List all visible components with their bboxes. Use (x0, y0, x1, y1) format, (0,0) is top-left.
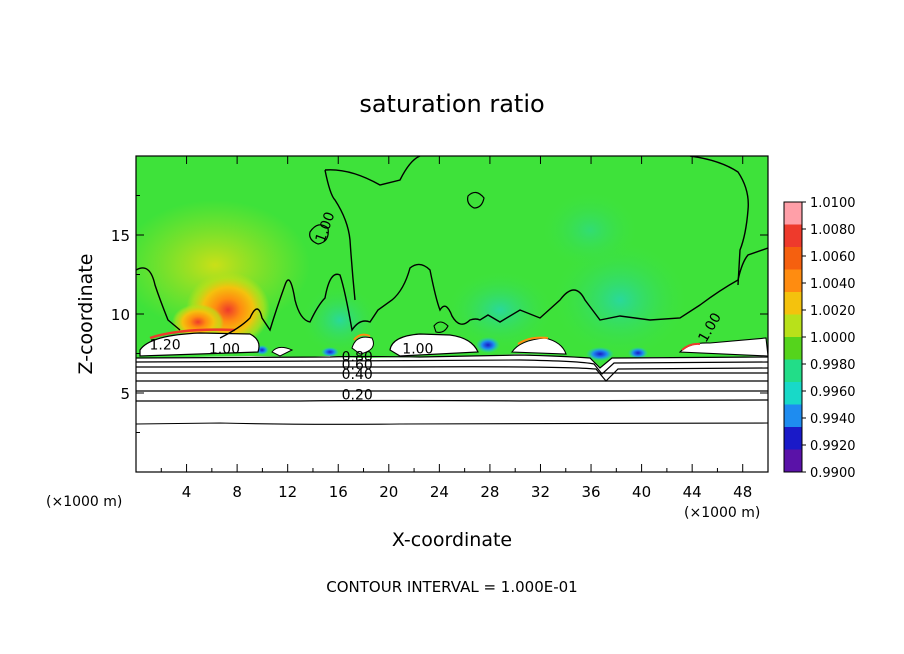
subsaturated-haze-4 (540, 190, 640, 270)
colorbar-label: 0.9900 (810, 466, 856, 481)
colorbar: 1.0100 1.0080 1.0060 1.0040 1.0020 1.0000 0.99… (783, 196, 856, 481)
contour-band-8 (136, 422, 768, 425)
x-tick-label: 20 (379, 483, 398, 501)
subsaturated-haze-3 (550, 240, 690, 360)
colorbar-swatch (784, 427, 802, 450)
colorbar-label: 1.0000 (810, 331, 856, 346)
contour-label: 0.60 (342, 357, 373, 373)
colorbar-label: 1.0020 (810, 304, 856, 319)
colorbar-swatch (784, 269, 802, 293)
colorbar-label: 1.0040 (810, 277, 856, 292)
y-tick-label: 10 (111, 306, 130, 324)
subsaturated-haze-2 (445, 270, 555, 350)
colorbar-label: 0.9960 (810, 385, 856, 400)
contour-loop-2 (467, 191, 485, 209)
y-axis: 5 10 15 (111, 195, 768, 433)
colorbar-swatch (784, 382, 802, 405)
cloud-patch-6 (351, 336, 374, 355)
contour-band-7 (136, 399, 768, 402)
x-tick-label: 44 (683, 483, 702, 501)
contour-label: 1.00 (402, 342, 433, 358)
y-tick-label: 15 (111, 227, 130, 245)
blue-pocket-1 (476, 337, 500, 353)
saturation-field: 1.20 1.001.001.000.800.600.400.201.00 (136, 156, 768, 472)
y-tick-label: 5 (120, 385, 130, 403)
contour-label: 1.20 (149, 338, 180, 354)
blue-pocket-2 (586, 347, 614, 361)
blue-pocket-4 (321, 347, 339, 357)
colorbar-swatch (784, 314, 802, 338)
x-axis: 4 8 12 16 20 24 28 32 36 40 44 48 (160, 156, 752, 501)
x-tick-label: 48 (733, 483, 752, 501)
cloud-patch-1 (139, 332, 260, 357)
contour-label: 0.40 (342, 367, 373, 383)
contour-line-upper (136, 247, 768, 339)
contour-band-1 (136, 354, 768, 369)
colorbar-swatch (784, 337, 802, 360)
colorbar-label: 0.9980 (810, 358, 856, 373)
x-tick-label: 32 (531, 483, 550, 501)
colorbar-label: 1.0060 (810, 250, 856, 265)
contour-label: 0.20 (342, 387, 373, 403)
contour-band-3 (136, 366, 768, 382)
colorbar-swatch (784, 292, 802, 315)
cloud-patch-2 (271, 346, 294, 357)
cloud-rim-1 (517, 336, 549, 345)
x-tick-label: 4 (182, 483, 192, 501)
chart-title: saturation ratio (359, 90, 544, 118)
x-tick-label: 40 (632, 483, 651, 501)
x-axis-label: X-coordinate (392, 529, 512, 551)
colorbar-swatch (784, 404, 802, 428)
x-unit-left: (×1000 m) (46, 494, 122, 510)
colorbar-label: 1.0100 (810, 196, 856, 211)
contour-band-2 (136, 359, 768, 375)
contour-line-top (324, 156, 749, 301)
blue-pocket-3 (628, 347, 648, 359)
x-tick-label: 36 (581, 483, 600, 501)
colorbar-swatch (784, 359, 802, 383)
contour-label: 0.80 (342, 349, 373, 365)
y-axis-label: Z-coordinate (75, 254, 97, 375)
cloud-rim-3 (149, 328, 236, 340)
contour-loop-1 (309, 224, 329, 245)
contour-loop-3 (433, 321, 449, 333)
x-tick-label: 8 (232, 483, 242, 501)
x-tick-label: 16 (329, 483, 348, 501)
contour-interval-note: CONTOUR INTERVAL = 1.000E-01 (326, 578, 577, 596)
contour-label: 1.00 (209, 342, 240, 358)
x-tick-label: 12 (278, 483, 297, 501)
colorbar-swatch (784, 449, 802, 473)
cloud-rim-4 (353, 333, 371, 341)
colorbar-label: 0.9940 (810, 412, 856, 427)
colorbar-label: 0.9920 (810, 439, 856, 454)
colorbar-swatch (784, 202, 802, 225)
x-unit-right: (×1000 m) (684, 505, 760, 521)
colorbar-swatch (784, 247, 802, 270)
dry-lower-layer (136, 354, 768, 472)
x-tick-label: 24 (430, 483, 449, 501)
x-tick-label: 28 (480, 483, 499, 501)
cloud-patch-3 (389, 333, 479, 357)
colorbar-swatch (784, 224, 802, 248)
colorbar-label: 1.0080 (810, 223, 856, 238)
cloud-rim-2 (681, 342, 701, 351)
